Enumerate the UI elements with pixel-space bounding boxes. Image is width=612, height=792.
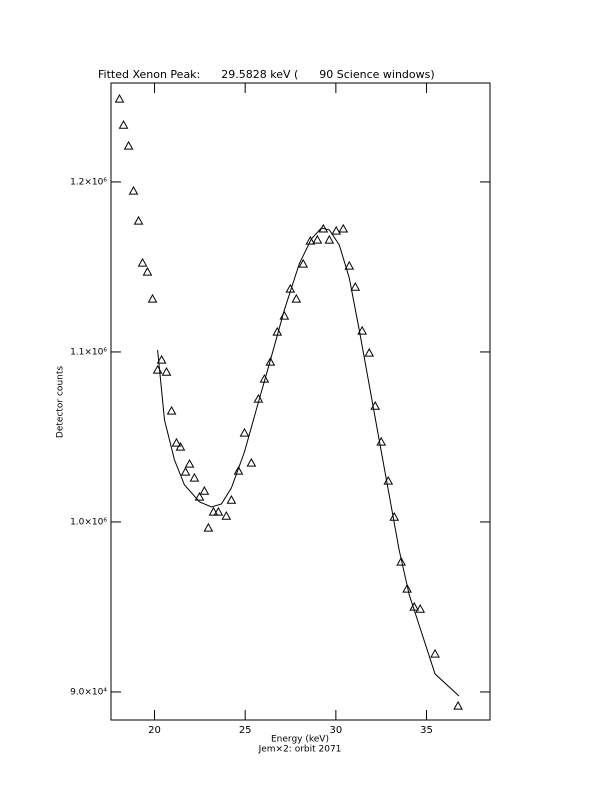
data-point bbox=[180, 466, 191, 476]
x-tick-label: 30 bbox=[329, 725, 342, 736]
data-point bbox=[213, 506, 224, 516]
data-point bbox=[265, 356, 276, 366]
data-point bbox=[175, 441, 186, 451]
data-point bbox=[226, 494, 237, 504]
data-point bbox=[305, 235, 316, 245]
x-tick-label: 20 bbox=[148, 725, 161, 736]
data-point bbox=[331, 225, 342, 235]
data-point bbox=[221, 510, 232, 520]
data-point bbox=[128, 185, 139, 195]
data-point bbox=[171, 437, 182, 447]
data-point bbox=[453, 700, 463, 710]
data-point bbox=[147, 293, 158, 303]
data-point bbox=[415, 603, 426, 613]
data-point bbox=[118, 119, 129, 129]
data-point bbox=[350, 281, 361, 291]
data-point bbox=[364, 347, 375, 357]
data-point bbox=[184, 458, 195, 468]
subtitle: Jem×2: orbit 2071 bbox=[258, 745, 342, 755]
y-axis-label: Detector counts bbox=[56, 366, 66, 438]
data-point bbox=[156, 354, 167, 364]
data-point bbox=[142, 266, 153, 276]
data-point bbox=[189, 472, 200, 482]
data-point bbox=[402, 583, 412, 593]
data-point bbox=[114, 93, 125, 103]
chart-title: Fitted Xenon Peak: 29.5828 keV ( 90 Scie… bbox=[98, 68, 435, 81]
data-point bbox=[161, 366, 172, 376]
x-tick-label: 25 bbox=[239, 725, 252, 736]
y-tick-label: 1.1×10⁶ bbox=[70, 347, 107, 357]
data-point bbox=[291, 293, 302, 303]
y-tick-label: 1.2×10⁶ bbox=[70, 177, 107, 187]
y-tick-label: 1.0×10⁶ bbox=[70, 517, 107, 527]
plot-frame bbox=[110, 82, 491, 721]
data-point bbox=[344, 260, 355, 270]
data-point bbox=[137, 257, 148, 267]
data-point bbox=[312, 234, 323, 244]
data-point bbox=[123, 140, 134, 150]
data-point bbox=[194, 491, 205, 501]
data-point bbox=[239, 427, 250, 437]
data-point bbox=[396, 556, 406, 566]
x-axis-label: Energy (keV) bbox=[271, 735, 329, 745]
data-point bbox=[298, 258, 309, 268]
data-point bbox=[338, 223, 349, 233]
x-tick-label: 35 bbox=[420, 725, 433, 736]
fit-line bbox=[157, 227, 460, 697]
data-point bbox=[133, 215, 144, 225]
data-point bbox=[199, 485, 210, 495]
data-point bbox=[233, 465, 244, 475]
data-point bbox=[357, 325, 368, 335]
data-point bbox=[324, 234, 335, 244]
data-point bbox=[246, 457, 257, 467]
data-point bbox=[166, 405, 177, 415]
data-point bbox=[208, 506, 219, 516]
data-point bbox=[203, 522, 214, 532]
data-point bbox=[430, 648, 440, 658]
y-tick-label: 9.0×10⁴ bbox=[70, 687, 107, 697]
